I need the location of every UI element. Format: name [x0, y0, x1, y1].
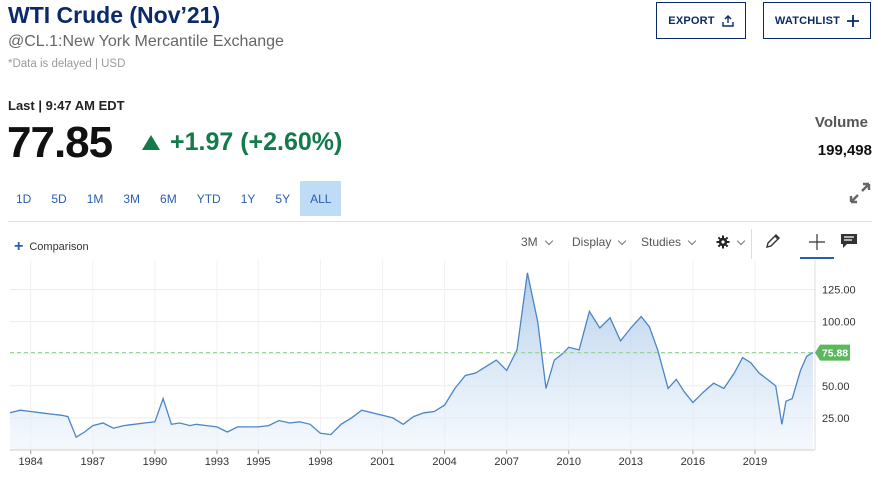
comment-icon[interactable] [840, 233, 858, 249]
watchlist-label: WATCHLIST [774, 14, 841, 27]
settings-dropdown[interactable] [716, 235, 746, 249]
watchlist-button[interactable]: WATCHLIST [763, 2, 871, 39]
price-change-value: +1.97 (+2.60%) [170, 128, 343, 156]
toolbar-separator [751, 229, 752, 259]
x-tick-label: 2016 [681, 456, 705, 468]
draw-pencil-icon[interactable] [764, 232, 782, 250]
exchange-subtitle: @CL.1:New York Mercantile Exchange [8, 33, 284, 50]
range-all[interactable]: ALL [300, 181, 342, 216]
last-price: 77.85 [7, 118, 113, 167]
chevron-down-icon [687, 236, 697, 245]
delayed-note: *Data is delayed | USD [8, 58, 126, 70]
x-tick-label: 1990 [143, 456, 167, 468]
price-line [9, 272, 814, 439]
range-selector: 1D 5D 1M 3M 6M YTD 1Y 5Y ALL [6, 181, 342, 216]
last-price-badge [815, 344, 850, 361]
display-label: Display [572, 235, 612, 249]
x-tick-label: 2007 [494, 456, 518, 468]
y-tick-label: 100.00 [822, 317, 856, 329]
range-5y[interactable]: 5Y [275, 191, 291, 206]
export-button[interactable]: EXPORT [656, 2, 746, 39]
y-tick-label: 50.00 [822, 381, 850, 393]
y-tick-label: 25.00 [822, 413, 850, 425]
x-tick-label: 2019 [743, 456, 767, 468]
gear-icon [716, 235, 730, 249]
x-tick-label: 1987 [81, 456, 105, 468]
last-price-badge-label: 75.88 [822, 348, 848, 360]
studies-dropdown[interactable]: Studies [641, 235, 697, 249]
crosshair-tool[interactable] [800, 231, 834, 259]
display-dropdown[interactable]: Display [572, 235, 627, 249]
interval-dropdown[interactable]: 3M [521, 235, 553, 249]
crosshair-icon [809, 234, 825, 250]
chevron-down-icon [736, 236, 746, 245]
price-area [10, 272, 813, 450]
range-ytd[interactable]: YTD [196, 191, 221, 206]
x-tick-label: 1998 [308, 456, 332, 468]
volume-value: 199,498 [817, 142, 872, 159]
range-1d[interactable]: 1D [16, 191, 32, 206]
y-tick-label: 125.00 [822, 285, 856, 297]
export-icon [722, 14, 734, 27]
comparison-label: Comparison [29, 241, 89, 253]
last-trade-time: Last | 9:47 AM EDT [8, 98, 125, 113]
studies-label: Studies [641, 235, 682, 249]
comparison-button[interactable]: + Comparison [14, 238, 89, 256]
range-1y[interactable]: 1Y [240, 191, 256, 206]
range-1m[interactable]: 1M [86, 191, 104, 206]
x-tick-label: 1984 [18, 456, 42, 468]
chevron-down-icon [544, 236, 553, 245]
up-arrow-icon [142, 135, 160, 150]
chevron-down-icon [618, 236, 627, 245]
x-tick-label: 1995 [246, 456, 270, 468]
x-tick-label: 2001 [370, 456, 394, 468]
interval-label: 3M [521, 235, 538, 249]
x-tick-label: 1993 [205, 456, 229, 468]
range-3m[interactable]: 3M [123, 191, 141, 206]
price-chart[interactable]: 25.0050.0075.00100.00125.001984198719901… [0, 260, 878, 477]
x-tick-label: 2010 [556, 456, 580, 468]
add-comparison-icon: + [14, 238, 24, 255]
header-divider [8, 221, 872, 222]
price-change: +1.97 (+2.60%) [142, 128, 342, 157]
range-6m[interactable]: 6M [160, 191, 177, 206]
x-tick-label: 2013 [619, 456, 643, 468]
plus-icon [847, 14, 860, 27]
range-5d[interactable]: 5D [51, 191, 67, 206]
page-title: WTI Crude (Nov’21) [8, 2, 221, 28]
expand-icon[interactable] [848, 181, 872, 205]
export-label: EXPORT [668, 14, 715, 27]
volume-label: Volume [814, 114, 868, 131]
x-tick-label: 2004 [432, 456, 456, 468]
